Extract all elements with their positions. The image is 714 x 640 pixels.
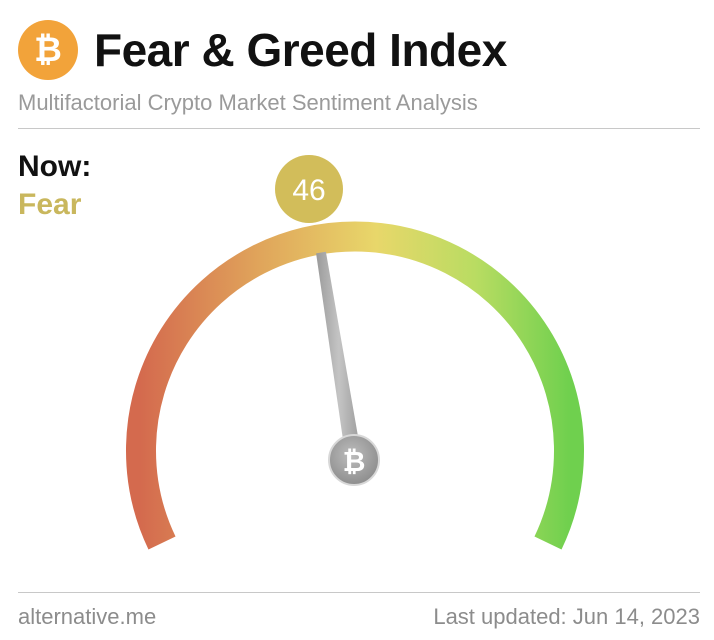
page-title: Fear & Greed Index xyxy=(94,24,507,76)
gauge-hub xyxy=(328,434,380,486)
footer-divider xyxy=(18,592,700,593)
bitcoin-logo-icon: ₿ xyxy=(18,20,78,80)
header-divider xyxy=(18,128,700,129)
sentiment-label: Fear xyxy=(18,188,82,221)
value-badge xyxy=(275,155,343,223)
index-value: 46 xyxy=(292,174,325,207)
page-subtitle: Multifactorial Crypto Market Sentiment A… xyxy=(18,90,478,115)
gauge-arc xyxy=(126,221,584,550)
hub-bitcoin-icon: ₿ xyxy=(343,445,366,478)
now-label: Now: xyxy=(18,150,92,183)
gauge-needle xyxy=(316,251,362,462)
last-updated: Last updated: Jun 14, 2023 xyxy=(433,604,700,629)
bitcoin-symbol: ₿ xyxy=(34,30,62,69)
source-link[interactable]: alternative.me xyxy=(18,604,157,629)
